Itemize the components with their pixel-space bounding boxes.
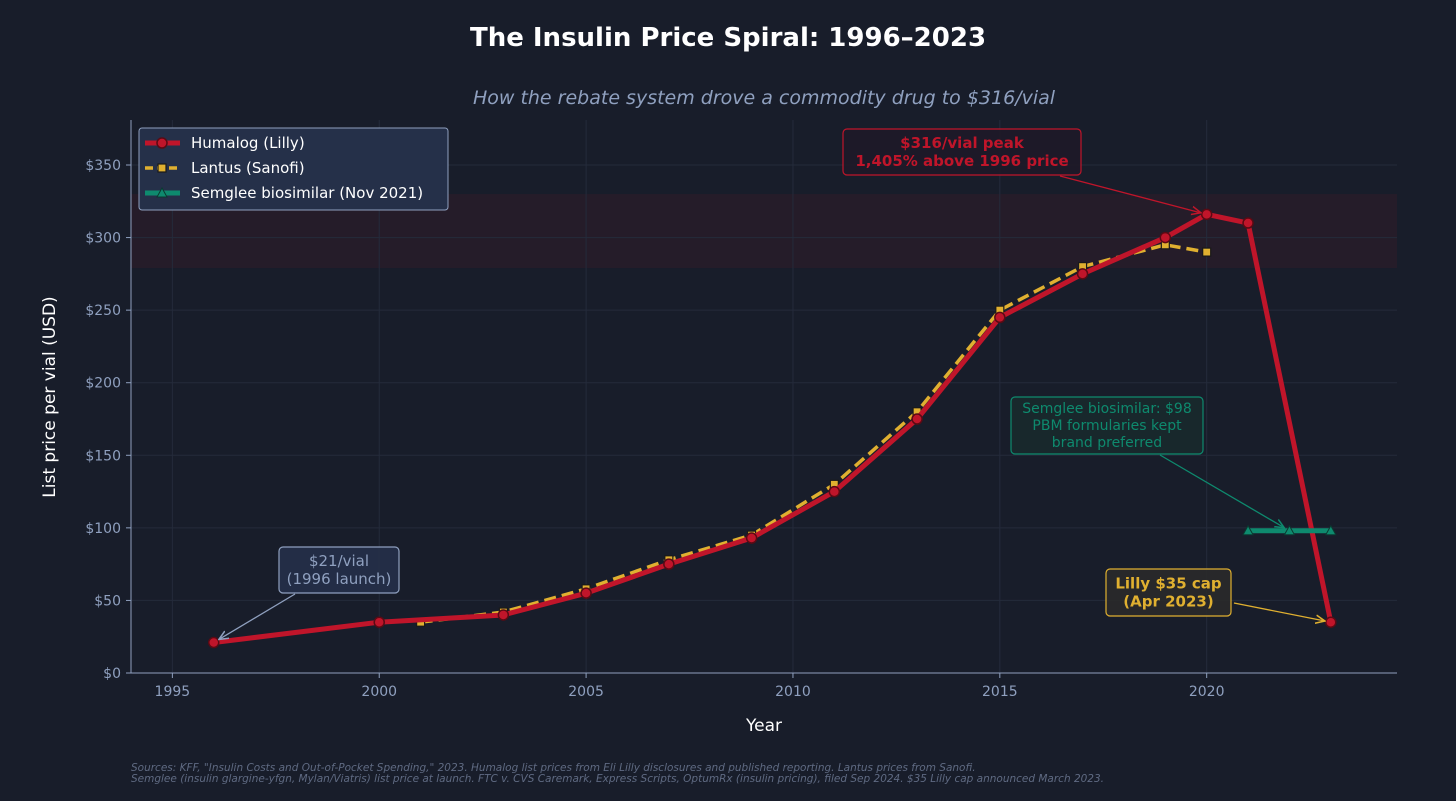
- y-tick-label: $50: [94, 593, 121, 609]
- annotation-text: Lilly $35 cap: [1115, 575, 1222, 593]
- y-tick-label: $150: [85, 448, 121, 464]
- chart-subtitle: How the rebate system drove a commodity …: [473, 87, 1056, 109]
- annotation-text: brand preferred: [1052, 435, 1162, 451]
- annotation-text: $21/vial: [309, 552, 369, 570]
- data-point: [745, 532, 758, 544]
- legend-box: [138, 127, 449, 211]
- data-point: [373, 616, 385, 628]
- annotation-arrow: [1233, 602, 1325, 621]
- annotation-text: 1,405% above 1996 price: [855, 152, 1068, 170]
- legend: Humalog (Lilly) Lantus (Sanofi) Semglee bi…: [138, 127, 449, 211]
- x-tick-label: 2015: [982, 684, 1018, 700]
- y-tick-label: $250: [85, 303, 121, 319]
- annotation-arrow: [1159, 454, 1284, 528]
- y-tick-label: $300: [85, 231, 121, 247]
- y-tick-label: $0: [103, 666, 121, 682]
- annotation-text: Semglee biosimilar: $98: [1022, 401, 1192, 417]
- data-point: [156, 137, 168, 149]
- annotation-box: [1105, 568, 1232, 617]
- legend-label: Semglee biosimilar (Nov 2021): [191, 184, 423, 202]
- data-point: [157, 163, 167, 173]
- x-tick-label: 2010: [775, 684, 811, 700]
- data-point: [1242, 524, 1254, 536]
- y-axis-label: List price per vial (USD): [40, 296, 60, 497]
- data-point: [1283, 524, 1296, 536]
- data-point: [1324, 524, 1337, 536]
- data-point: [497, 609, 510, 621]
- annotation-box: [278, 546, 400, 594]
- chart-title: The Insulin Price Spiral: 1996–2023: [470, 23, 986, 53]
- data-point: [828, 485, 841, 498]
- legend-label: Lantus (Sanofi): [191, 159, 305, 177]
- y-tick-label: $100: [85, 521, 121, 537]
- annotation-box: [1010, 396, 1204, 455]
- data-point: [156, 186, 168, 198]
- series-humalog: [207, 208, 1337, 649]
- annotation-3: Lilly $35 cap(Apr 2023): [1105, 568, 1325, 621]
- legend-item: Semglee biosimilar (Nov 2021): [145, 184, 423, 202]
- x-tick-label: 2000: [361, 684, 397, 700]
- data-point: [1202, 247, 1212, 257]
- series-line: [213, 211, 1334, 646]
- annotation-text: (1996 launch): [287, 570, 392, 588]
- annotation-text: PBM formularies kept: [1032, 418, 1182, 434]
- plot-area: 1995 2000 2005 2010 2015 2020 $0 $50 $100 $150 $20…: [85, 120, 1397, 700]
- data-point: [663, 558, 675, 570]
- annotation-box: [842, 128, 1082, 176]
- legend-label: Humalog (Lilly): [191, 134, 305, 152]
- annotation-text: $316/vial peak: [900, 134, 1025, 152]
- annotation-text: (Apr 2023): [1123, 593, 1213, 611]
- annotation-2: $21/vial(1996 launch): [219, 546, 400, 639]
- data-point: [911, 413, 923, 425]
- data-point: [580, 587, 592, 599]
- data-point: [1159, 231, 1172, 244]
- x-tick-label: 2020: [1189, 684, 1225, 700]
- data-point: [1076, 268, 1089, 280]
- annotation-arrow: [1059, 175, 1201, 213]
- data-point: [207, 636, 220, 649]
- legend-item: Lantus (Sanofi): [145, 159, 305, 177]
- source-note-line-1: Sources: KFF, "Insulin Costs and Out-of-…: [131, 762, 976, 774]
- data-point: [994, 311, 1006, 324]
- series-semglee: [1242, 524, 1337, 536]
- data-point: [1242, 217, 1254, 229]
- data-point: [1200, 208, 1213, 221]
- legend-item: Humalog (Lilly): [145, 134, 305, 152]
- x-tick-label: 1995: [155, 684, 191, 700]
- y-tick-label: $200: [85, 376, 121, 392]
- source-note-line-2: Semglee (insulin glargine-yfgn, Mylan/Vi…: [131, 773, 1104, 785]
- annotation-arrow: [219, 593, 296, 639]
- y-tick-label: $350: [85, 158, 121, 174]
- x-tick-label: 2005: [568, 684, 604, 700]
- data-point: [1325, 616, 1337, 628]
- x-axis-label: Year: [745, 716, 782, 736]
